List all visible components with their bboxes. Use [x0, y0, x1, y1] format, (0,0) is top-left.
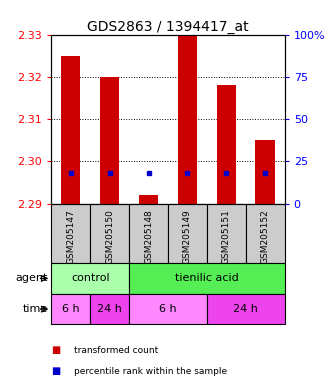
Text: agent: agent	[16, 273, 48, 283]
Bar	[129, 294, 207, 324]
Text: ■: ■	[51, 366, 61, 376]
Text: GSM205150: GSM205150	[105, 210, 114, 264]
Bar	[100, 77, 119, 204]
Text: GSM205147: GSM205147	[66, 210, 75, 264]
Text: control: control	[71, 273, 110, 283]
Bar	[246, 204, 285, 263]
Title: GDS2863 / 1394417_at: GDS2863 / 1394417_at	[87, 20, 249, 33]
Text: GSM205151: GSM205151	[222, 210, 231, 264]
Bar	[207, 294, 285, 324]
Bar	[51, 204, 90, 263]
Bar	[256, 140, 275, 204]
Text: GSM205152: GSM205152	[261, 210, 270, 264]
Bar	[129, 204, 168, 263]
Text: tienilic acid: tienilic acid	[175, 273, 239, 283]
Bar	[139, 195, 158, 204]
Text: GSM205149: GSM205149	[183, 210, 192, 264]
Text: time: time	[23, 304, 48, 314]
Text: ■: ■	[51, 345, 61, 355]
Text: percentile rank within the sample: percentile rank within the sample	[74, 367, 228, 376]
Text: 24 h: 24 h	[97, 304, 122, 314]
Bar	[129, 263, 285, 294]
Bar	[168, 204, 207, 263]
Text: transformed count: transformed count	[74, 346, 159, 355]
Bar	[51, 263, 129, 294]
Text: 6 h: 6 h	[159, 304, 177, 314]
Text: GSM205148: GSM205148	[144, 210, 153, 264]
Bar	[216, 85, 236, 204]
Bar	[51, 294, 90, 324]
Bar	[178, 35, 197, 204]
Text: 24 h: 24 h	[233, 304, 258, 314]
Bar	[207, 204, 246, 263]
Bar	[61, 56, 80, 204]
Bar	[90, 294, 129, 324]
Bar	[90, 204, 129, 263]
Text: 6 h: 6 h	[62, 304, 79, 314]
